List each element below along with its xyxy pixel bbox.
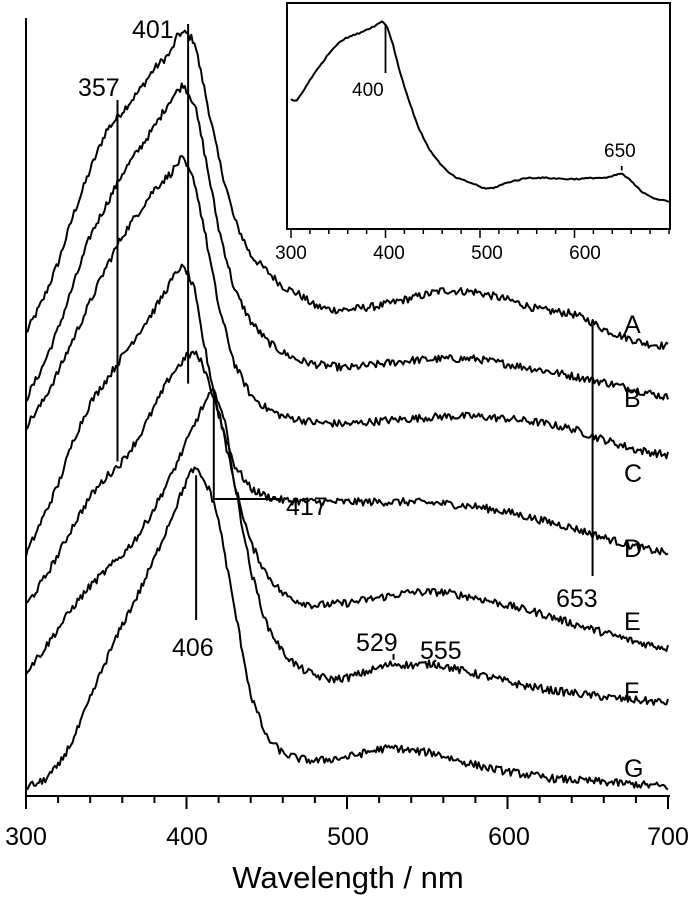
trace-label-c: C [624,460,642,488]
inset-x-tick-label-300: 300 [275,243,307,264]
inset-x-tick-label-400: 400 [373,243,405,264]
annotation-529: 529 [356,629,398,657]
trace-label-a: A [624,311,641,339]
trace-label-d: D [624,535,642,563]
main-annotations [116,24,594,662]
inset-annotation-400: 400 [352,80,384,101]
inset-series-line-1 [290,20,670,203]
main-x-ticks [25,796,669,809]
x-tick-label-500: 500 [327,823,369,851]
series-b-line [25,82,669,403]
inset-x-tick-label-600: 600 [569,243,601,264]
annotation-357: 357 [78,74,120,102]
inset-annotation-650: 650 [604,141,636,162]
series-f-line [25,388,669,706]
trace-label-f: F [624,678,639,706]
trace-label-b: B [624,385,641,413]
series-d-line [25,263,669,557]
annotation-417: 417 [286,493,328,521]
inset-x-ticks [290,229,670,238]
series-e-line [25,350,669,653]
annotation-417-line [212,395,282,500]
main-series-group [25,29,669,791]
annotation-406: 406 [172,634,214,662]
series-c-line [25,154,669,460]
inset-annotations [384,24,623,171]
annotation-401: 401 [132,16,174,44]
inset-frame [286,2,671,230]
inset-x-tick-label-500: 500 [471,243,503,264]
x-axis-label: Wavelength / nm [232,860,463,895]
series-g-line [25,466,669,791]
series-a-line [25,29,669,350]
x-tick-label-700: 700 [647,823,689,851]
trace-label-g: G [624,755,643,783]
x-tick-label-600: 600 [488,823,530,851]
x-tick-label-400: 400 [166,823,208,851]
inset-series-group [290,20,670,203]
annotation-653: 653 [556,585,598,613]
x-tick-label-300: 300 [5,823,47,851]
trace-label-e: E [624,608,641,636]
annotation-555: 555 [420,637,462,665]
